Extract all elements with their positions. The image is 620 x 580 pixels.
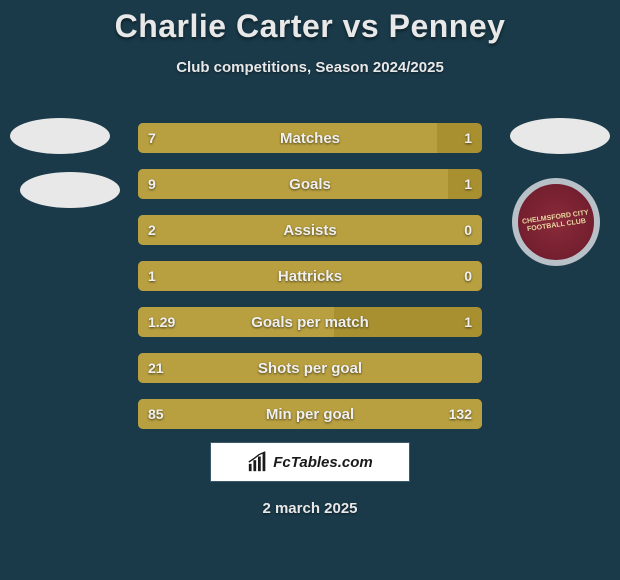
- stat-label: Shots per goal: [138, 353, 482, 383]
- club-crest: CHELMSFORD CITY FOOTBALL CLUB: [512, 178, 600, 266]
- player-badge-left-1: [10, 118, 110, 154]
- stat-row: 1.291Goals per match: [138, 307, 482, 337]
- stat-label: Min per goal: [138, 399, 482, 429]
- chart-icon: [247, 451, 269, 473]
- player-badge-right-1: [510, 118, 610, 154]
- stat-row: 21Shots per goal: [138, 353, 482, 383]
- subtitle: Club competitions, Season 2024/2025: [0, 59, 620, 76]
- stat-label: Goals per match: [138, 307, 482, 337]
- stat-row: 85132Min per goal: [138, 399, 482, 429]
- stat-label: Goals: [138, 169, 482, 199]
- stat-label: Assists: [138, 215, 482, 245]
- stat-row: 71Matches: [138, 123, 482, 153]
- stat-row: 91Goals: [138, 169, 482, 199]
- club-crest-label: CHELMSFORD CITY FOOTBALL CLUB: [517, 209, 594, 235]
- stat-row: 20Assists: [138, 215, 482, 245]
- fctables-logo: FcTables.com: [210, 442, 410, 482]
- page-title: Charlie Carter vs Penney: [0, 0, 620, 45]
- fctables-logo-text: FcTables.com: [273, 454, 372, 471]
- stat-label: Hattricks: [138, 261, 482, 291]
- stat-row: 10Hattricks: [138, 261, 482, 291]
- stat-label: Matches: [138, 123, 482, 153]
- comparison-bars: 71Matches 91Goals 20Assists 10Hattricks 1.29…: [138, 123, 482, 445]
- date-stamp: 2 march 2025: [0, 500, 620, 517]
- player-badge-left-2: [20, 172, 120, 208]
